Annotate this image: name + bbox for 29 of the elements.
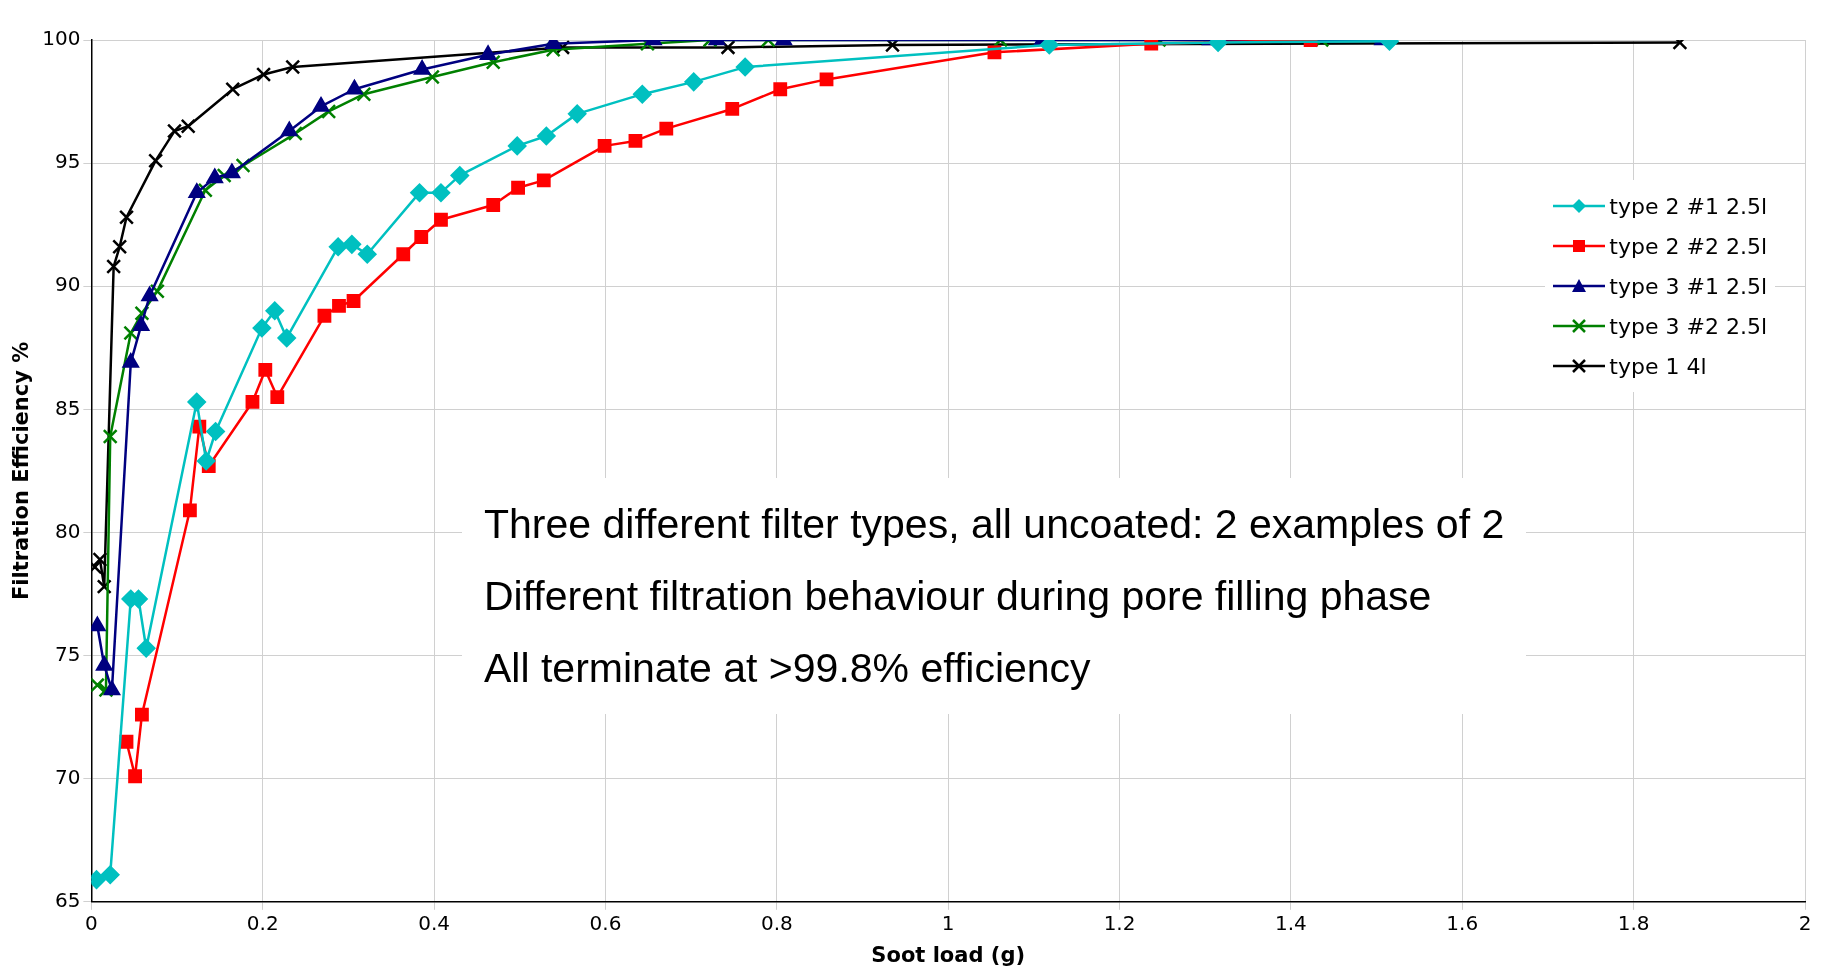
legend-label: type 3 #2 2.5l — [1609, 313, 1767, 339]
legend-label: type 2 #1 2.5l — [1609, 193, 1767, 219]
x-tick-label: 1 — [941, 911, 955, 935]
y-tick-label: 95 — [54, 149, 81, 174]
x-tick-label: 1.8 — [1617, 911, 1650, 935]
x-tick-label: 0.2 — [246, 911, 279, 935]
annotation: Different filtration behaviour during pore filling phase — [484, 572, 1433, 621]
x-tick-label: 0.6 — [589, 911, 622, 935]
x-tick-label: 0 — [85, 911, 98, 935]
x-tick-label: 0.4 — [418, 911, 451, 935]
x-tick-label: 1.2 — [1103, 911, 1136, 935]
y-tick-label: 80 — [54, 518, 81, 543]
y-tick-label: 100 — [42, 26, 81, 51]
legend-label: type 1 4l — [1609, 353, 1707, 379]
x-axis-title: Soot load (g) — [871, 942, 1026, 967]
y-tick-label: 65 — [54, 888, 81, 912]
x-tick-label: 1.4 — [1275, 911, 1307, 935]
y-tick-label: 90 — [54, 272, 81, 297]
y-tick-label: 85 — [54, 395, 81, 420]
legend-label: type 3 #1 2.5l — [1609, 273, 1767, 299]
y-tick-label: 70 — [54, 764, 81, 789]
x-tick-label: 0.8 — [760, 911, 793, 935]
legend-label: type 2 #2 2.5l — [1609, 233, 1767, 259]
annotation: All terminate at >99.8% efficiency — [484, 644, 1092, 693]
x-tick-label: 1.6 — [1446, 911, 1479, 935]
y-axis-title: Filtration Efficiency % — [9, 341, 34, 601]
y-tick-label: 75 — [54, 641, 81, 666]
x-tick-label: 2 — [1798, 911, 1812, 935]
annotation: Three different filter types, all uncoated: 2 examples of 2 — [484, 500, 1505, 549]
